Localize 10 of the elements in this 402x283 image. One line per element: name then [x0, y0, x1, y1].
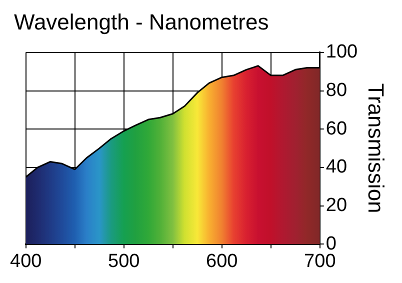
y-tick-label: 60 [326, 118, 348, 140]
x-tick-label: 400 [10, 250, 42, 272]
y-axis-title: Transmission [364, 83, 389, 214]
chart-title: Wavelength - Nanometres [14, 9, 269, 34]
x-tick-label: 600 [206, 250, 238, 272]
y-tick-label: 80 [326, 80, 348, 101]
x-tick-label: 500 [108, 250, 140, 272]
y-tick-label: 100 [326, 42, 358, 63]
y-tick-label: 20 [326, 195, 348, 216]
y-tick-label: 40 [326, 156, 348, 178]
